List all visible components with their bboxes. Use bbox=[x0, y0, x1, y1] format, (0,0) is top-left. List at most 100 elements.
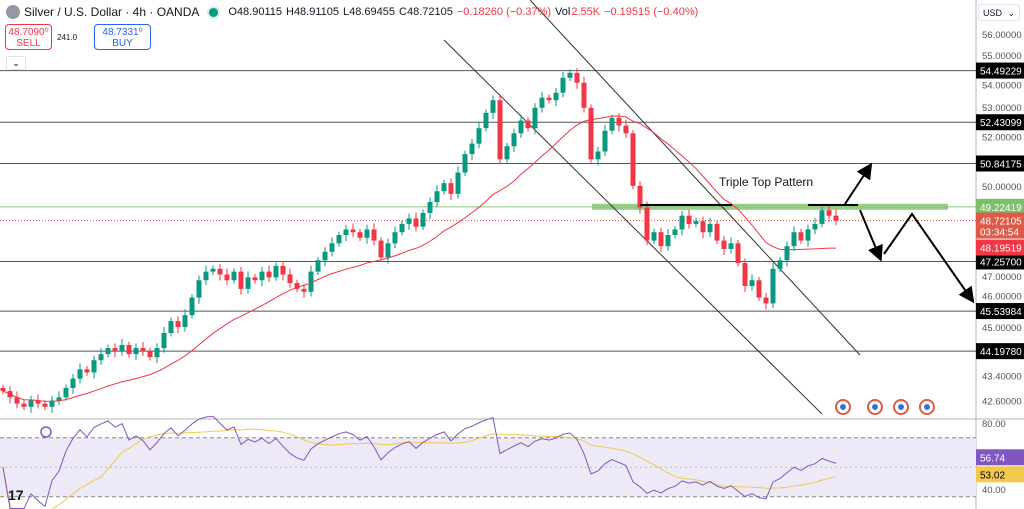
candle bbox=[315, 260, 321, 272]
candle bbox=[392, 232, 398, 244]
candle bbox=[210, 268, 216, 272]
candle bbox=[700, 221, 706, 233]
price-tick: 52.00000 bbox=[982, 132, 1022, 143]
candle bbox=[196, 280, 202, 298]
candle bbox=[658, 232, 664, 247]
candle bbox=[826, 210, 832, 216]
symbol-title[interactable]: Silver / U.S. Dollar · 4h · OANDA bbox=[24, 5, 200, 19]
rsi-ma-value-label: 53.02 bbox=[980, 470, 1005, 481]
candle bbox=[630, 133, 636, 186]
candle bbox=[308, 271, 314, 292]
level-price-label-bg bbox=[976, 253, 1024, 270]
sell-button[interactable]: 48.7090⁰ SELL bbox=[5, 24, 52, 50]
silver-icon bbox=[6, 5, 20, 19]
level-price-label-bg bbox=[976, 155, 1024, 172]
candle bbox=[42, 403, 48, 407]
price-tick: 43.40000 bbox=[982, 372, 1022, 383]
volume-change: −0.19515 (−0.40%) bbox=[604, 6, 699, 18]
candle bbox=[749, 280, 755, 286]
candle bbox=[525, 120, 531, 129]
candle bbox=[266, 271, 272, 278]
rsi-value-label-bg bbox=[976, 449, 1024, 466]
rsi-tick: 80.00 bbox=[982, 419, 1006, 430]
candle bbox=[777, 260, 783, 269]
candle bbox=[539, 97, 545, 108]
ohlc-low: L48.69455 bbox=[343, 6, 396, 18]
candle bbox=[357, 232, 363, 238]
price-tick: 56.00000 bbox=[982, 30, 1022, 41]
flag-icon-center bbox=[898, 404, 904, 410]
candle bbox=[364, 229, 370, 238]
candle bbox=[147, 351, 153, 358]
candle bbox=[63, 387, 69, 398]
candle bbox=[301, 288, 307, 292]
candle bbox=[574, 72, 580, 83]
candle bbox=[182, 315, 188, 328]
candle bbox=[378, 240, 384, 258]
candle bbox=[721, 240, 727, 249]
level-price-label: 44.19780 bbox=[980, 347, 1022, 358]
candle bbox=[588, 107, 594, 160]
candle bbox=[546, 97, 552, 101]
candle bbox=[616, 117, 622, 126]
candle bbox=[742, 263, 748, 286]
candle bbox=[609, 117, 615, 131]
rsi-line bbox=[2, 415, 837, 509]
candle bbox=[665, 234, 671, 247]
price-change: −0.18260 (−0.37%) bbox=[456, 6, 552, 18]
candle bbox=[686, 215, 692, 224]
resistance-price-label-bg bbox=[976, 198, 1024, 215]
currency-select[interactable]: USD ⌄ bbox=[978, 4, 1020, 21]
flag-icon-center bbox=[840, 404, 846, 410]
candle bbox=[448, 183, 454, 194]
candle bbox=[245, 277, 251, 289]
candle bbox=[203, 271, 209, 281]
candle bbox=[798, 232, 804, 241]
candle bbox=[707, 223, 713, 233]
candle bbox=[322, 251, 328, 261]
candle bbox=[28, 400, 34, 407]
level-price-label: 52.43099 bbox=[980, 118, 1022, 129]
candle bbox=[14, 397, 20, 404]
ma-price-label-bg bbox=[976, 239, 1024, 256]
candle bbox=[133, 348, 139, 355]
candle bbox=[168, 321, 174, 334]
candle bbox=[427, 202, 433, 213]
channel-line-lower bbox=[443, 39, 823, 415]
candle bbox=[602, 130, 608, 152]
price-tick: 45.00000 bbox=[982, 323, 1022, 334]
candle bbox=[231, 271, 237, 281]
collapse-chevron-icon[interactable]: ⌄ bbox=[6, 56, 26, 70]
candle bbox=[420, 212, 426, 227]
ohlc-open: O48.90115 bbox=[228, 6, 282, 18]
moving-average-line bbox=[2, 115, 837, 402]
candle bbox=[581, 82, 587, 108]
candle bbox=[497, 100, 503, 160]
candle bbox=[329, 243, 335, 252]
candle bbox=[343, 229, 349, 235]
candle bbox=[819, 210, 825, 224]
candle bbox=[672, 229, 678, 235]
candle bbox=[175, 321, 181, 328]
candle bbox=[126, 345, 132, 355]
level-price-label: 47.25700 bbox=[980, 257, 1022, 268]
candle bbox=[259, 271, 265, 281]
candle bbox=[651, 232, 657, 241]
rsi-value-label: 56.74 bbox=[980, 453, 1005, 464]
candle bbox=[119, 345, 125, 352]
indicator-refresh-icon bbox=[40, 426, 52, 438]
countdown-label: 03:34:54 bbox=[980, 228, 1019, 239]
candle bbox=[595, 151, 601, 160]
candle bbox=[280, 265, 286, 275]
candle bbox=[532, 107, 538, 129]
flag-icon-center bbox=[872, 404, 878, 410]
candle bbox=[735, 243, 741, 264]
candle bbox=[238, 271, 244, 289]
candle bbox=[476, 128, 482, 144]
buy-button[interactable]: 48.7331⁰ BUY bbox=[94, 24, 151, 50]
sell-price: 48.7090⁰ bbox=[8, 27, 49, 38]
candle bbox=[49, 400, 55, 407]
buy-price: 48.7331⁰ bbox=[102, 27, 143, 38]
breakdown-arrow bbox=[859, 209, 883, 262]
